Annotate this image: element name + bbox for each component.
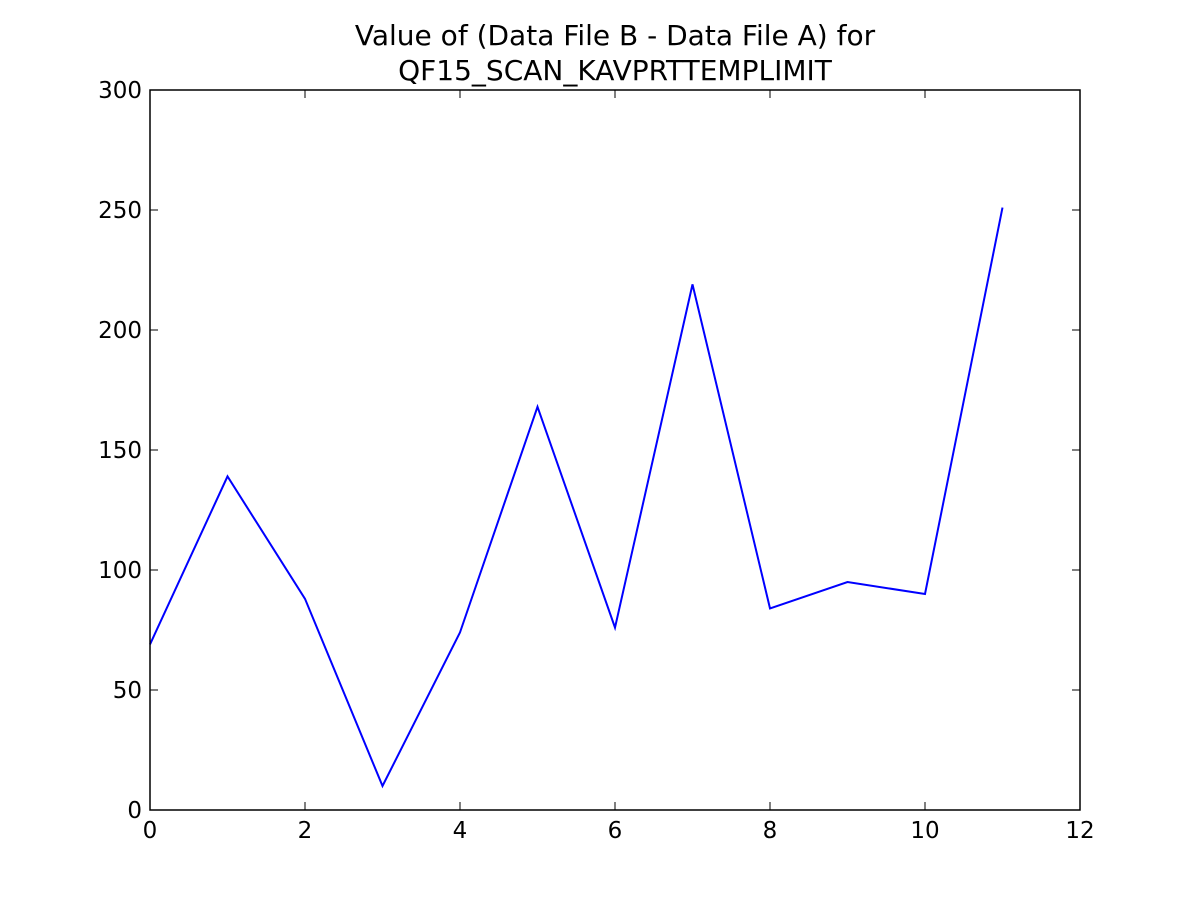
y-tick-label: 300 [98,78,142,104]
y-tick-label: 250 [98,198,142,224]
y-tick-label: 0 [127,798,142,824]
y-tick-label: 150 [98,438,142,464]
ticks-layer: 0 2 4 6 8 10 12 0 50 100 150 200 250 300 [98,78,1095,844]
series-layer [149,207,1004,789]
x-tick-label: 4 [453,818,468,844]
y-tick-label: 50 [113,678,142,704]
chart-title-line-2: QF15_SCAN_KAVPRTTEMPLIMIT [398,54,833,87]
plot-area [150,90,1080,810]
series-line [149,207,1004,789]
chart-title-line-1: Value of (Data File B - Data File A) for [355,19,876,52]
plot-frame [149,89,1081,811]
y-tick-label: 200 [98,318,142,344]
x-tick-label: 6 [608,818,623,844]
x-tick-label: 2 [298,818,313,844]
x-tick-label: 8 [763,818,778,844]
y-tick-label: 100 [98,558,142,584]
x-tick-label: 10 [910,818,939,844]
x-tick-label: 0 [143,818,158,844]
x-tick-label: 12 [1065,818,1094,844]
